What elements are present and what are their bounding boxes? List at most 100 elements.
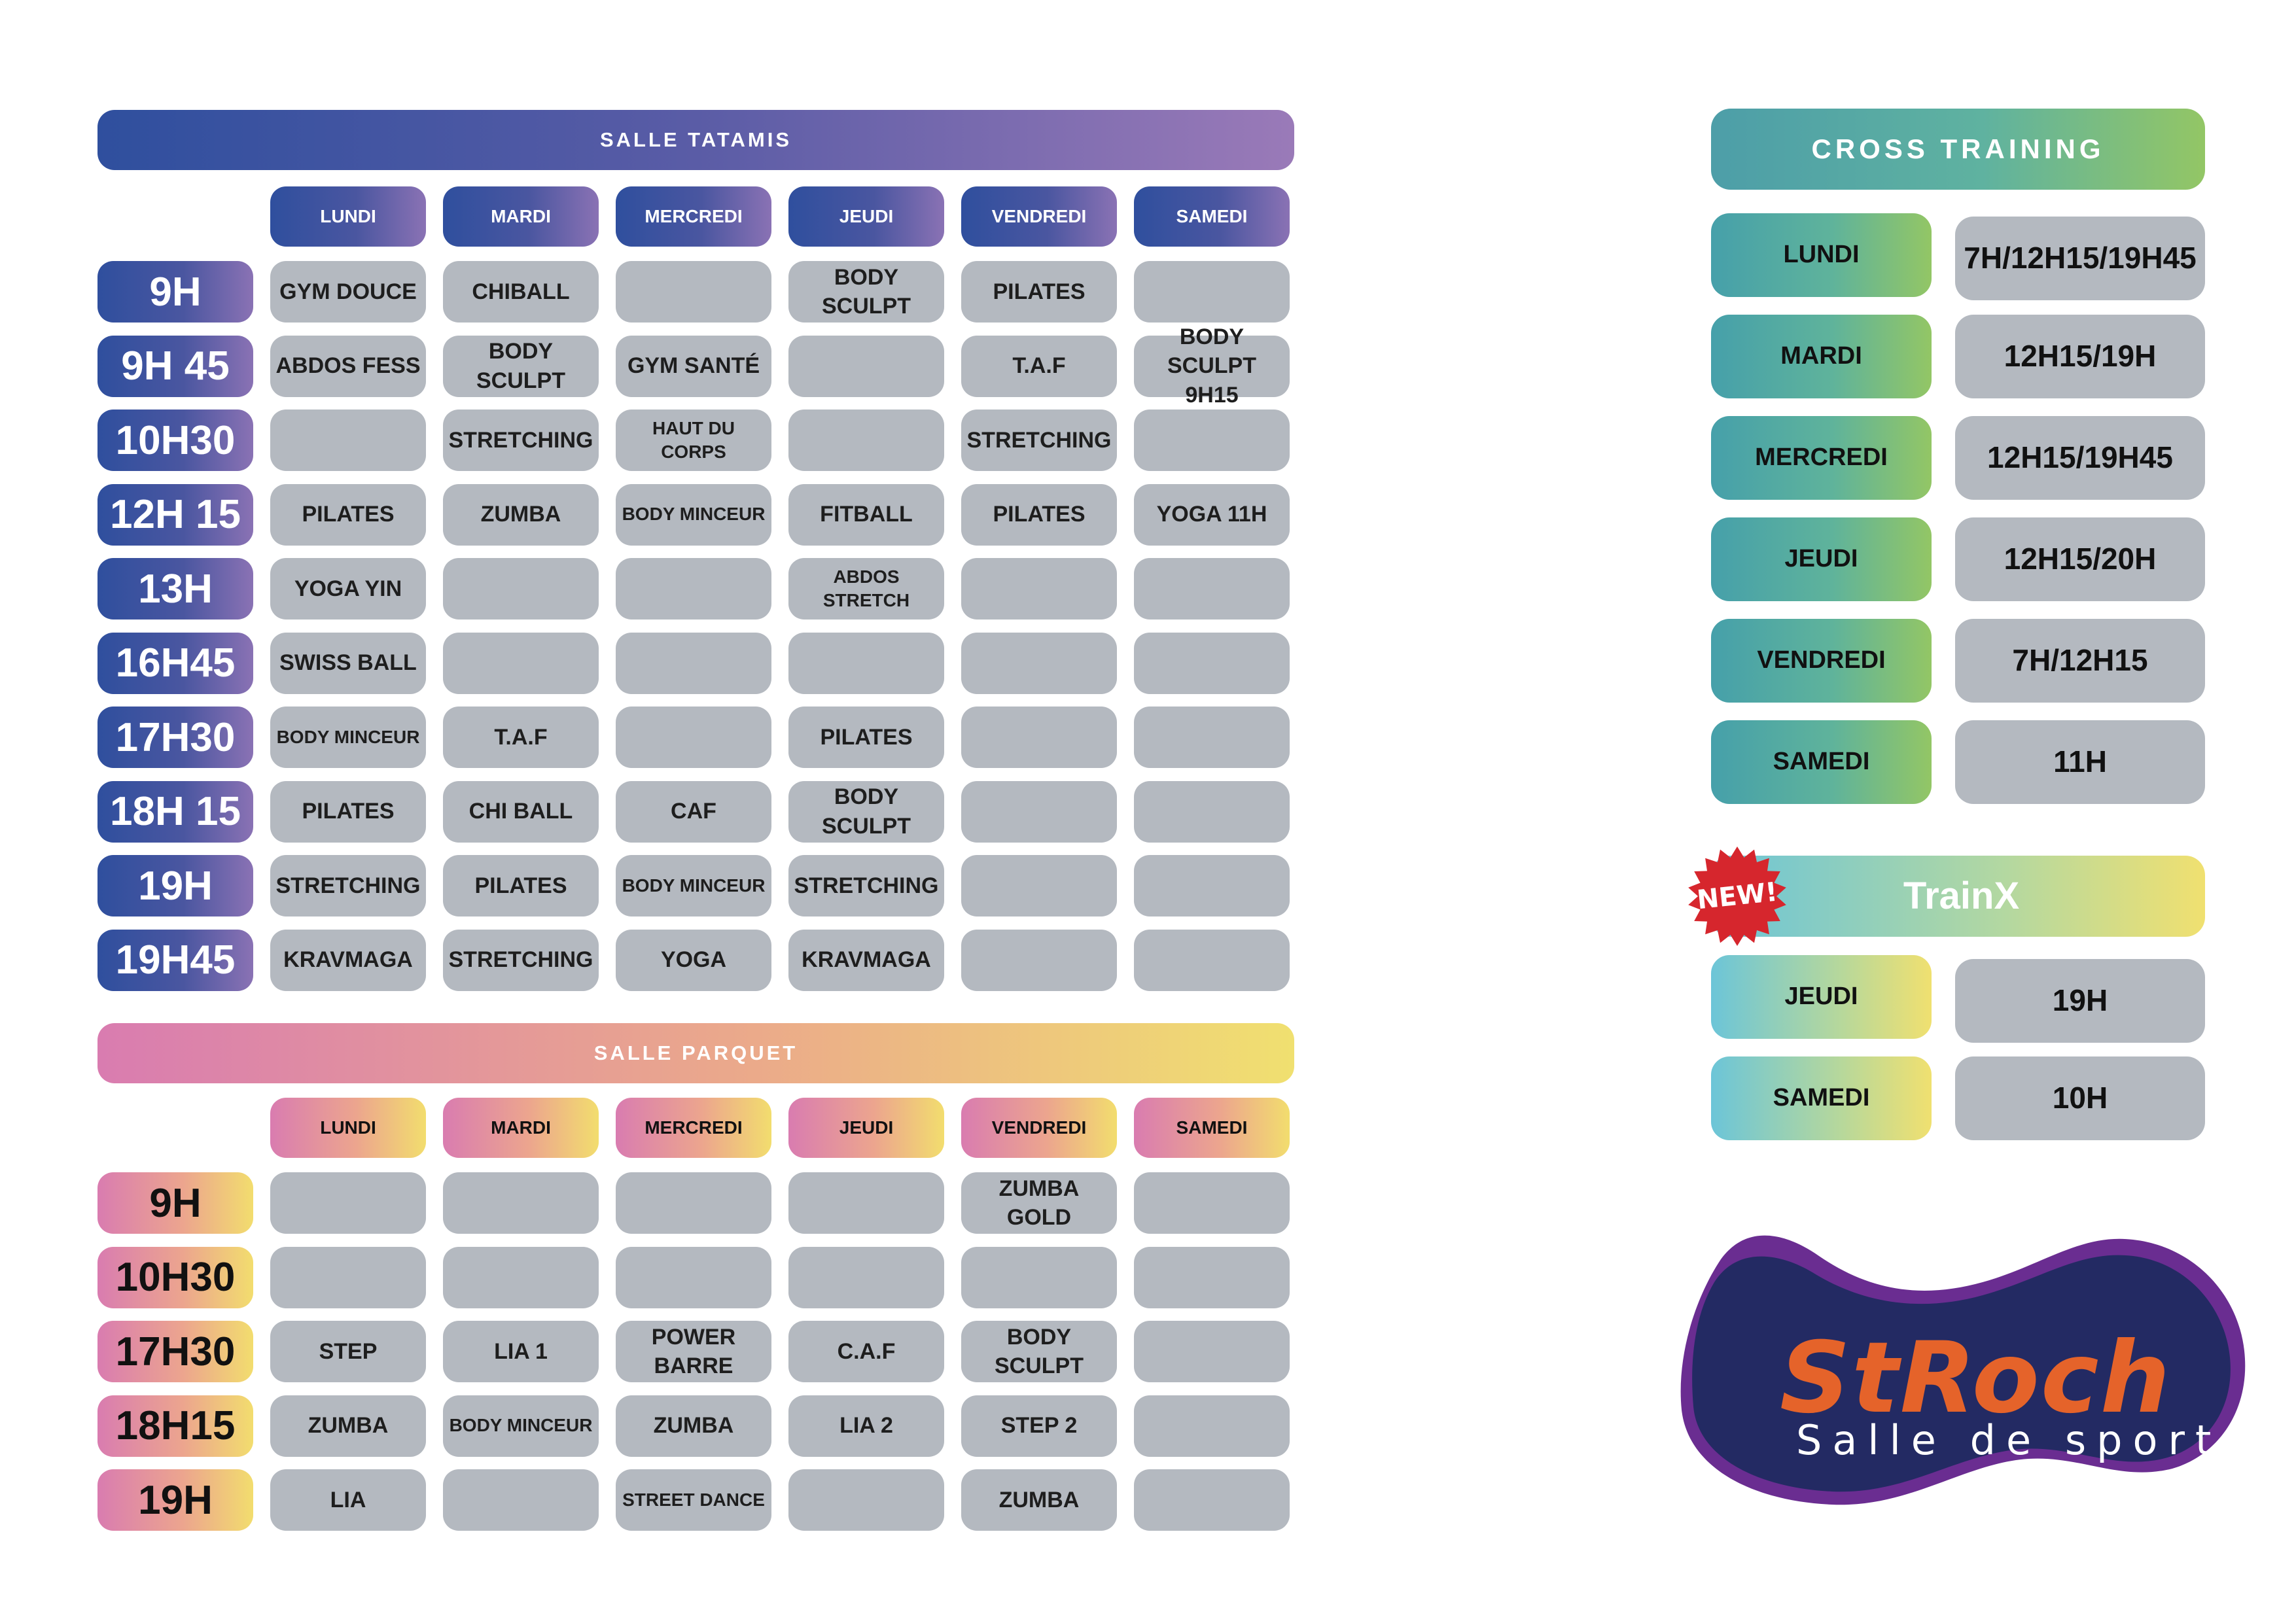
parquet-class-cell: BODY SCULPT — [961, 1321, 1117, 1382]
parquet-schedule-row: 18H15 ZUMBA BODY MINCEUR ZUMBA LIA 2 STEP 2 — [97, 1395, 1294, 1457]
tatamis-class-cell: ZUMBA — [443, 483, 599, 546]
parquet-class-cell — [1134, 1321, 1290, 1382]
parquet-class-cell — [270, 1172, 426, 1234]
tatamis-class-cell — [788, 410, 944, 471]
tatamis-class-cell: YOGA YIN — [270, 558, 426, 620]
tatamis-class-cell: FITBALL — [788, 483, 944, 546]
parquet-class-cell: ZUMBA — [616, 1395, 771, 1457]
tatamis-time-slot: 16H45 — [97, 632, 253, 694]
cross-training-time: 12H15/19H45 — [1955, 416, 2205, 500]
tatamis-class-cell: YOGA — [616, 929, 771, 991]
parquet-class-cell: ZUMBA — [961, 1469, 1117, 1531]
parquet-class-cell — [961, 1246, 1117, 1308]
tatamis-class-cell: BODY MINCEUR — [616, 855, 771, 916]
tatamis-schedule-row: 9H GYM DOUCE CHIBALL BODY SCULPT PILATES — [97, 261, 1294, 323]
starburst-icon — [1688, 846, 1786, 946]
tatamis-class-cell: GYM DOUCE — [270, 261, 426, 323]
parquet-day-header: MERCREDI — [616, 1098, 771, 1158]
tatamis-class-cell: PILATES — [270, 780, 426, 843]
tatamis-class-cell — [788, 632, 944, 694]
tatamis-schedule-row: 16H45 SWISS BALL — [97, 632, 1294, 694]
cross-training-time: 12H15/20H — [1955, 517, 2205, 601]
parquet-class-cell: LIA 2 — [788, 1395, 944, 1457]
tatamis-schedule-row: 19H STRETCHING PILATES BODY MINCEUR STRETCHI… — [97, 855, 1294, 916]
tatamis-schedule-row: 10H30 STRETCHING HAUT DU CORPS STRETCHING — [97, 410, 1294, 471]
parquet-time-slot: 9H — [97, 1172, 253, 1234]
parquet-class-cell: LIA 1 — [443, 1321, 599, 1382]
tatamis-class-cell — [961, 632, 1117, 694]
tatamis-class-cell — [443, 632, 599, 694]
tatamis-class-cell: BODY SCULPT — [788, 261, 944, 323]
tatamis-class-cell — [1134, 558, 1290, 620]
cross-training-time: 7H/12H15/19H45 — [1955, 217, 2205, 300]
logo-tagline: Salle de sports — [1796, 1416, 2253, 1464]
tatamis-day-header-row: LUNDI MARDI MERCREDI JEUDI VENDREDI SAME… — [97, 186, 1294, 248]
logo-blob-shape — [1680, 1235, 2246, 1505]
tatamis-time-slot: 10H30 — [97, 410, 253, 471]
parquet-class-cell: STREET DANCE — [616, 1469, 771, 1531]
tatamis-class-cell — [1134, 410, 1290, 471]
tatamis-day-header: MARDI — [443, 186, 599, 247]
trainx-time: 10H — [1955, 1056, 2205, 1140]
parquet-day-header: LUNDI — [270, 1098, 426, 1158]
trainx-day: SAMEDI — [1711, 1056, 1932, 1140]
salle-parquet-banner: SALLE PARQUET — [97, 1023, 1294, 1083]
cross-training-day: VENDREDI — [1711, 619, 1932, 703]
logo-brand-text: StRoch — [1780, 1321, 2172, 1435]
parquet-class-cell — [1134, 1395, 1290, 1457]
tatamis-class-cell — [270, 410, 426, 471]
salle-tatamis-banner: SALLE TATAMIS — [97, 110, 1294, 170]
tatamis-class-cell: SWISS BALL — [270, 632, 426, 694]
tatamis-class-cell — [1134, 929, 1290, 991]
tatamis-class-cell — [1134, 780, 1290, 843]
parquet-time-slot: 18H15 — [97, 1395, 253, 1457]
tatamis-class-cell: STRETCHING — [443, 410, 599, 471]
tatamis-class-cell: YOGA 11H — [1134, 483, 1290, 546]
parquet-schedule-row: 10H30 — [97, 1246, 1294, 1308]
tatamis-schedule-row: 13H YOGA YIN ABDOS STRETCH — [97, 558, 1294, 620]
tatamis-class-cell — [443, 558, 599, 620]
tatamis-class-cell: BODY SCULPT — [443, 335, 599, 397]
parquet-day-header: MARDI — [443, 1098, 599, 1158]
new-badge-label: NEW! — [1695, 877, 1779, 916]
salle-tatamis-title: SALLE TATAMIS — [599, 128, 792, 151]
st-roch-logo: StRoch Salle de sports — [1675, 1220, 2264, 1521]
parquet-class-cell — [788, 1246, 944, 1308]
tatamis-class-cell: CHIBALL — [443, 261, 599, 323]
cross-training-title: CROSS TRAINING — [1711, 109, 2205, 190]
tatamis-class-cell: T.A.F — [961, 335, 1117, 397]
tatamis-schedule-row: 19H45 KRAVMAGA STRETCHING YOGA KRAVMAGA — [97, 929, 1294, 991]
tatamis-class-cell: STRETCHING — [788, 855, 944, 916]
parquet-class-cell: STEP 2 — [961, 1395, 1117, 1457]
tatamis-class-cell: PILATES — [961, 483, 1117, 546]
tatamis-class-cell — [961, 929, 1117, 991]
parquet-day-header: VENDREDI — [961, 1098, 1117, 1158]
tatamis-class-cell: T.A.F — [443, 707, 599, 768]
cross-training-day: SAMEDI — [1711, 720, 1932, 804]
parquet-class-cell — [1134, 1469, 1290, 1531]
tatamis-class-cell: PILATES — [443, 855, 599, 916]
cross-training-day: MERCREDI — [1711, 416, 1932, 500]
parquet-class-cell: LIA — [270, 1469, 426, 1531]
parquet-class-cell — [443, 1246, 599, 1308]
tatamis-class-cell — [1134, 855, 1290, 916]
tatamis-class-cell — [788, 335, 944, 397]
tatamis-class-cell: BODY SCULPT 9H15 — [1134, 324, 1290, 408]
tatamis-class-cell: GYM SANTÉ — [616, 335, 771, 397]
tatamis-class-cell: KRAVMAGA — [270, 929, 426, 991]
parquet-class-cell — [788, 1172, 944, 1234]
tatamis-day-header: SAMEDI — [1134, 186, 1290, 247]
tatamis-class-cell — [616, 632, 771, 694]
tatamis-time-slot: 13H — [97, 558, 253, 620]
trainx-time: 19H — [1955, 959, 2205, 1043]
parquet-day-header: JEUDI — [788, 1098, 944, 1158]
parquet-schedule-row: 17H30 STEP LIA 1 POWER BARRE C.A.F BODY SCULP… — [97, 1321, 1294, 1382]
trainx-title: TrainX — [1711, 856, 2205, 937]
tatamis-class-cell — [616, 261, 771, 323]
tatamis-class-cell: HAUT DU CORPS — [616, 410, 771, 471]
parquet-schedule-grid: LUNDI MARDI MERCREDI JEUDI VENDREDI SAME… — [97, 1098, 1294, 1543]
tatamis-day-header: MERCREDI — [616, 186, 771, 247]
tatamis-class-cell: STRETCHING — [270, 855, 426, 916]
parquet-class-cell: BODY MINCEUR — [443, 1395, 599, 1457]
parquet-class-cell — [1134, 1246, 1290, 1308]
